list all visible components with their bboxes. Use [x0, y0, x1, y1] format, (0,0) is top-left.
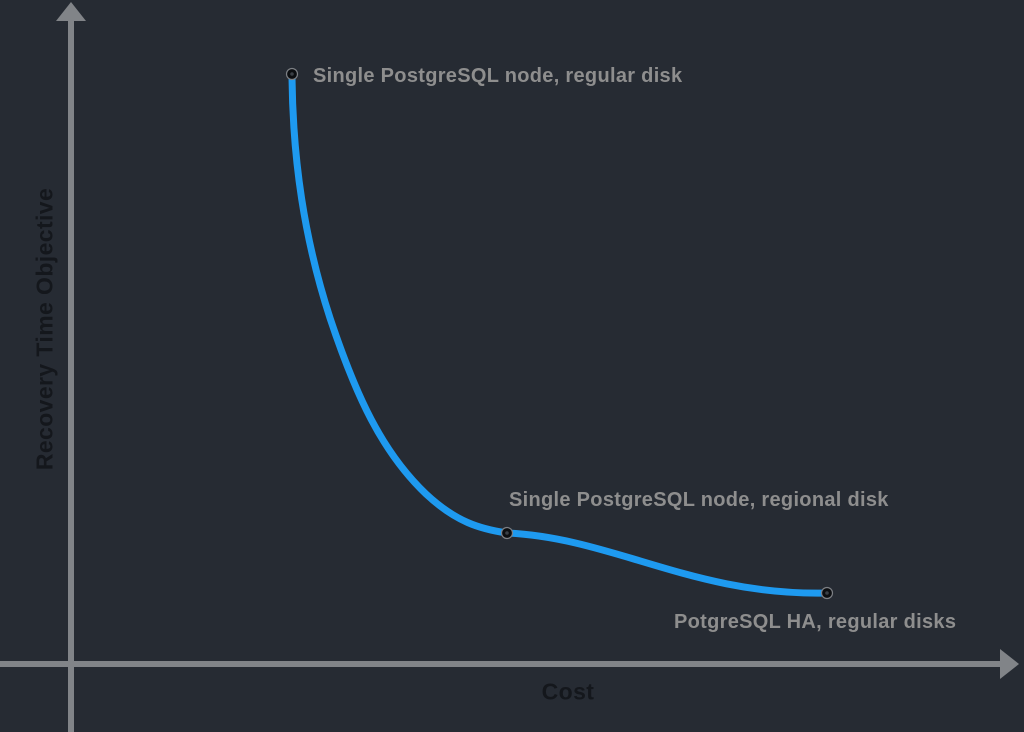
x-axis-title: Cost — [541, 678, 595, 705]
x-axis-arrow-icon — [1000, 649, 1019, 679]
rto-cost-curve — [288, 74, 831, 597]
annotation-regional-disk: Single PostgreSQL node, regional disk — [509, 489, 889, 511]
y-axis-title: Recovery Time Objective — [31, 187, 58, 471]
annotation-ha: PotgreSQL HA, regular disks — [674, 611, 957, 633]
data-point-marker-regional-disk — [500, 526, 514, 540]
y-axis-arrow-icon — [56, 2, 86, 21]
data-point-marker-ha — [820, 586, 834, 600]
annotation-regular-disk: Single PostgreSQL node, regular disk — [313, 65, 683, 87]
data-point-marker-regular-disk — [285, 67, 299, 81]
